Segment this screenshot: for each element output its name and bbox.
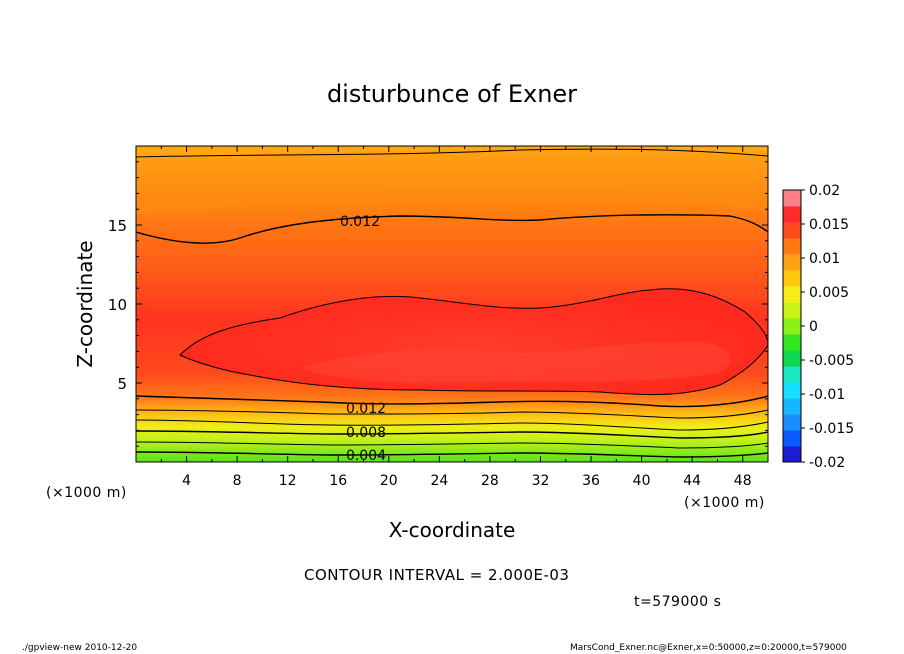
x-tick-label: 24	[430, 473, 448, 489]
colorbar-band	[783, 350, 801, 367]
colorbar-tick-label: -0.015	[809, 421, 854, 437]
colorbar-band	[783, 366, 801, 383]
y-unit-label: (×1000 m)	[46, 485, 127, 501]
contour-lines	[136, 148, 768, 458]
colorbar-ticks: 0.02 0.015 0.01 0.005 0 -0.005 -0.01 -0.015 -0.0…	[801, 183, 854, 471]
colorbar-band	[783, 430, 801, 447]
x-axis-label: X-coordinate	[389, 518, 516, 542]
x-unit-label: (×1000 m)	[684, 495, 765, 511]
colorbar-band	[783, 414, 801, 431]
chart-title: disturbunce of Exner	[327, 80, 577, 108]
contour-labels: 0.012 0.012 0.008 0.004	[340, 214, 386, 464]
x-tick-label: 16	[329, 473, 347, 489]
contour-label: 0.012	[346, 401, 386, 417]
x-tick-label: 48	[734, 473, 752, 489]
colorbar-tick-label: -0.01	[809, 387, 845, 403]
core-inner	[300, 341, 731, 384]
colorbar-tick-label: -0.005	[809, 353, 854, 369]
y-axis-ticks: 5 10 15	[108, 161, 768, 447]
x-tick-label: 8	[233, 473, 242, 489]
y-axis-label: Z-coordinate	[73, 240, 97, 367]
footer-right: MarsCond_Exner.nc@Exner,x=0:50000,z=0:20…	[570, 643, 847, 653]
colorbar-tick-label: 0	[809, 319, 818, 335]
colorbar-tick-label: -0.02	[809, 455, 845, 471]
contour-label: 0.012	[340, 214, 380, 230]
x-tick-label: 4	[182, 473, 191, 489]
colorbar-band	[783, 398, 801, 415]
colorbar-band	[783, 318, 801, 335]
colorbar	[782, 189, 802, 463]
colorbar-tick-label: 0.015	[809, 217, 849, 233]
footer-left: ./gpview-new 2010-12-20	[22, 643, 138, 653]
colorbar-band	[783, 446, 801, 463]
x-tick-label: 20	[380, 473, 398, 489]
colorbar-band	[783, 302, 801, 319]
colorbar-band	[783, 190, 801, 207]
colorbar-band	[783, 254, 801, 271]
y-tick-label: 15	[108, 217, 127, 235]
x-tick-label: 40	[633, 473, 651, 489]
y-tick-label: 5	[117, 375, 127, 393]
x-tick-label: 28	[481, 473, 499, 489]
colorbar-band	[783, 270, 801, 287]
x-tick-label: 36	[582, 473, 600, 489]
x-tick-label: 44	[683, 473, 701, 489]
colorbar-band	[783, 206, 801, 223]
colorbar-tick-label: 0.01	[809, 251, 840, 267]
colorbar-band	[783, 334, 801, 351]
colorbar-tick-label: 0.02	[809, 183, 840, 199]
x-tick-label: 12	[279, 473, 297, 489]
colorbar-band	[783, 286, 801, 303]
colorbar-band	[783, 382, 801, 399]
contour-label: 0.008	[346, 425, 386, 441]
contour-interval-text: CONTOUR INTERVAL = 2.000E-03	[304, 566, 570, 584]
x-tick-label: 32	[532, 473, 550, 489]
colorbar-tick-label: 0.005	[809, 285, 849, 301]
colorbar-band	[783, 222, 801, 239]
x-axis-ticks: 4 8 12 16 20 24 28 32 36 40 44 48	[160, 146, 752, 489]
upper-band	[136, 189, 768, 215]
contour-label: 0.004	[346, 448, 386, 464]
colorbar-band	[783, 238, 801, 255]
y-tick-label: 10	[108, 296, 127, 314]
time-label: t=579000 s	[634, 594, 722, 610]
